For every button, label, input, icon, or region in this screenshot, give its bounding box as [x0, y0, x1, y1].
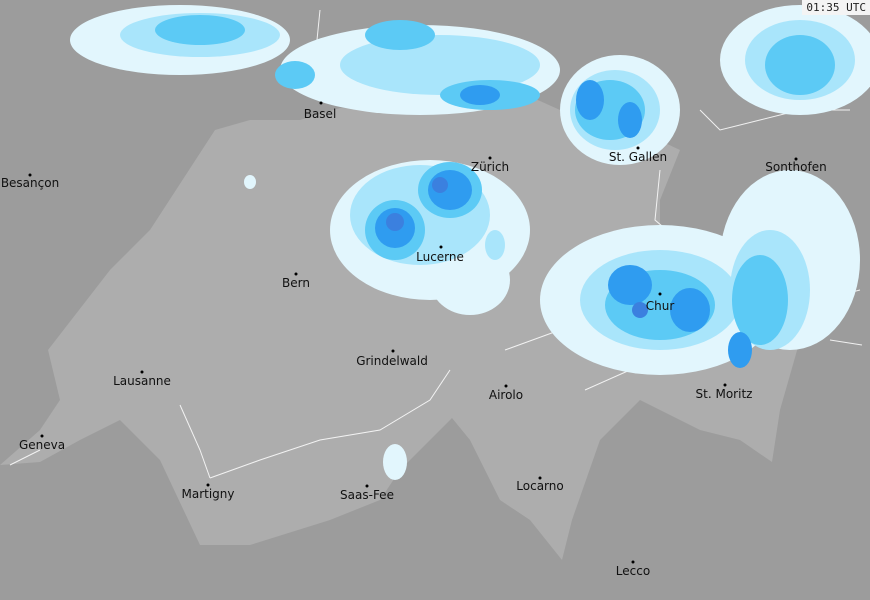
city-geneva[interactable]: Geneva	[19, 434, 65, 453]
city-zurich[interactable]: Zürich	[471, 156, 509, 175]
svg-text:Martigny: Martigny	[181, 487, 234, 501]
precipitation-overlay	[70, 5, 870, 480]
svg-text:Lausanne: Lausanne	[113, 374, 171, 388]
city-markers: Basel Besançon Zürich St. Gallen Sonthof…	[1, 101, 827, 579]
svg-text:Geneva: Geneva	[19, 438, 65, 452]
svg-text:Locarno: Locarno	[516, 479, 563, 493]
svg-text:Basel: Basel	[304, 107, 337, 121]
svg-text:Airolo: Airolo	[489, 388, 523, 402]
city-basel[interactable]: Basel	[304, 101, 337, 122]
svg-text:Bern: Bern	[282, 276, 310, 290]
city-st-gallen[interactable]: St. Gallen	[609, 146, 667, 165]
city-lausanne[interactable]: Lausanne	[113, 370, 171, 389]
svg-text:Lucerne: Lucerne	[416, 250, 464, 264]
svg-text:Grindelwald: Grindelwald	[356, 354, 428, 368]
city-airolo[interactable]: Airolo	[489, 384, 523, 403]
city-chur[interactable]: Chur	[646, 292, 675, 314]
svg-text:Sonthofen: Sonthofen	[765, 160, 826, 174]
city-besancon[interactable]: Besançon	[1, 173, 59, 191]
city-grindelwald[interactable]: Grindelwald	[356, 349, 428, 369]
svg-text:Besançon: Besançon	[1, 176, 59, 190]
svg-text:Zürich: Zürich	[471, 160, 509, 174]
svg-text:Lecco: Lecco	[616, 564, 650, 578]
city-martigny[interactable]: Martigny	[181, 483, 235, 502]
svg-text:St. Moritz: St. Moritz	[696, 387, 753, 401]
city-lecco[interactable]: Lecco	[616, 560, 650, 579]
timestamp-label: 01:35 UTC	[802, 0, 870, 15]
city-saas-fee[interactable]: Saas-Fee	[340, 484, 394, 503]
svg-text:Chur: Chur	[646, 299, 675, 313]
city-sonthofen[interactable]: Sonthofen	[765, 157, 827, 175]
city-lucerne[interactable]: Lucerne	[416, 245, 464, 265]
city-st-moritz[interactable]: St. Moritz	[696, 383, 753, 402]
svg-text:Saas-Fee: Saas-Fee	[340, 488, 394, 502]
switzerland-area	[0, 92, 830, 560]
city-locarno[interactable]: Locarno	[516, 476, 564, 494]
city-bern[interactable]: Bern	[282, 272, 310, 291]
svg-text:St. Gallen: St. Gallen	[609, 150, 667, 164]
